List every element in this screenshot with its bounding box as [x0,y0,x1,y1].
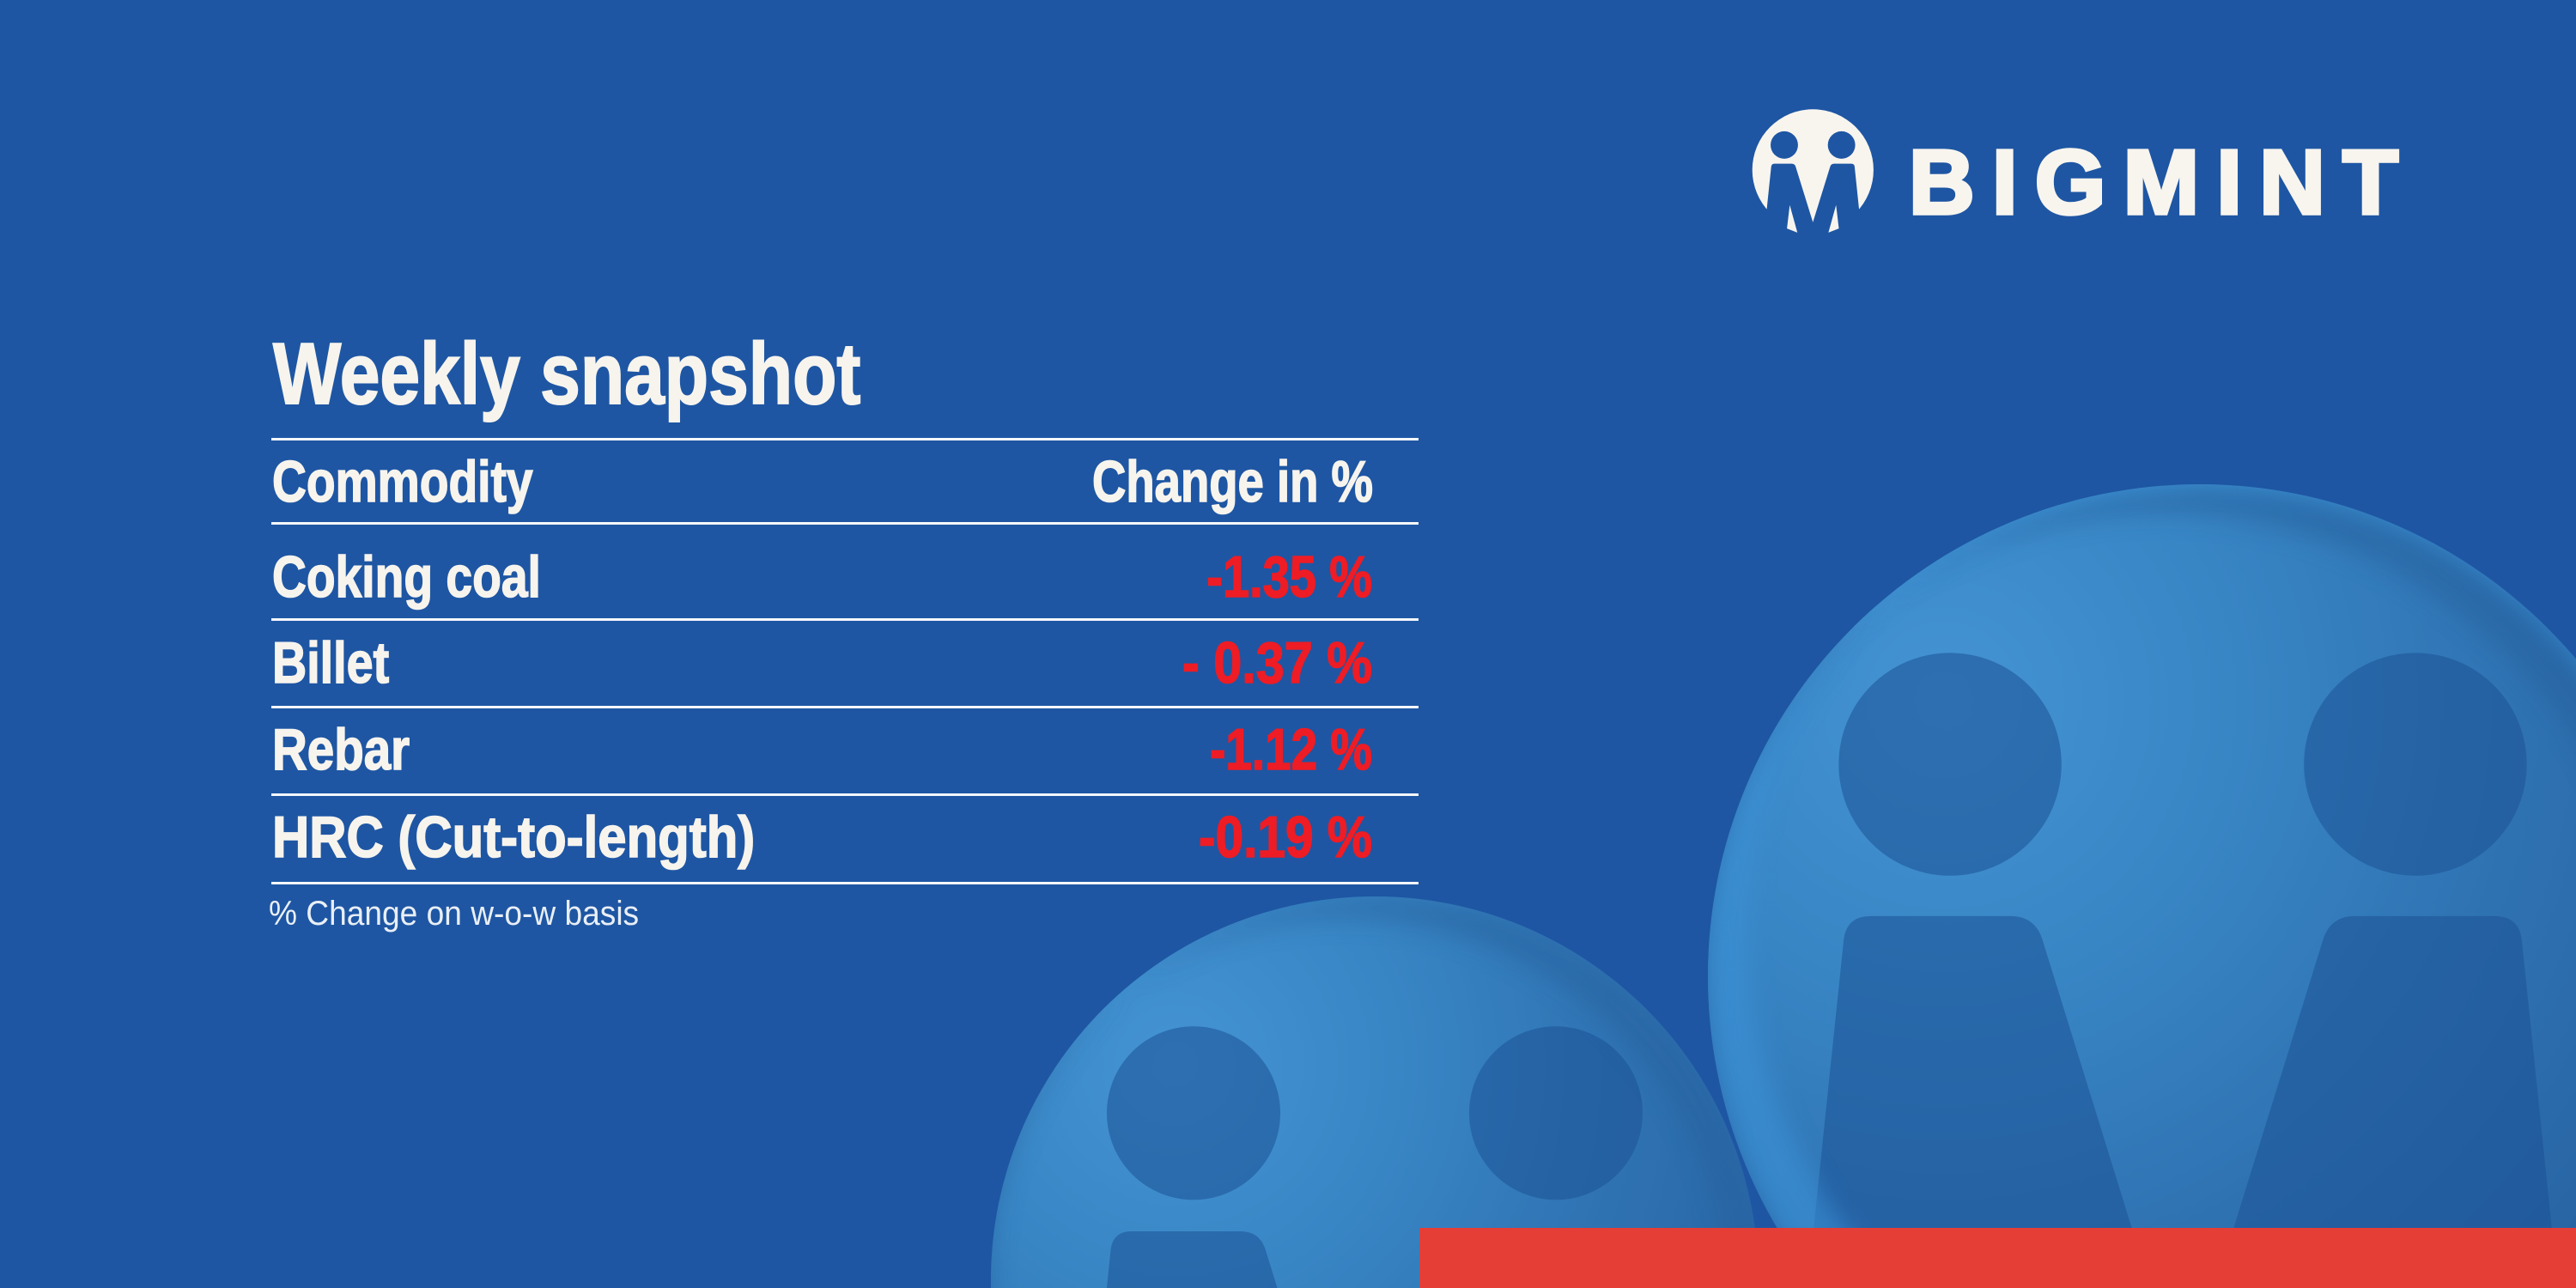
svg-text:-0.19 %: -0.19 % [1199,805,1372,870]
svg-text:- 0.37 %: - 0.37 % [1182,629,1372,696]
svg-text:Rebar: Rebar [272,717,410,782]
svg-text:Commodity: Commodity [272,450,533,515]
svg-text:-1.12 %: -1.12 % [1210,717,1372,782]
svg-text:-1.35 %: -1.35 % [1206,545,1372,610]
svg-text:Coking coal: Coking coal [272,545,541,611]
svg-text:BIGMINT: BIGMINT [1909,132,2398,234]
svg-text:Weekly snapshot: Weekly snapshot [273,325,860,422]
svg-text:HRC (Cut-to-length): HRC (Cut-to-length) [272,804,755,869]
svg-text:% Change on w-o-w basis: % Change on w-o-w basis [269,895,639,933]
svg-text:Change in %: Change in % [1092,449,1373,514]
svg-text:Billet: Billet [272,631,389,696]
